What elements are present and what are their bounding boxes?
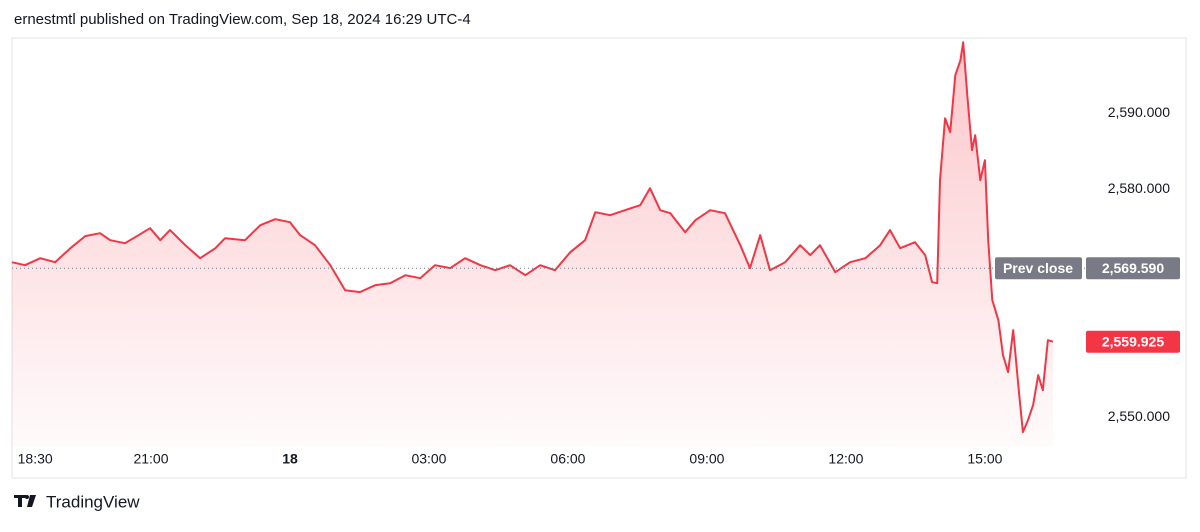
last-price-label: 2,559.925 — [1102, 333, 1164, 349]
brand: TradingView — [14, 492, 140, 511]
x-tick-label: 09:00 — [689, 451, 724, 467]
prev-close-label: 2,569.590 — [1102, 260, 1164, 276]
logo-dot — [25, 495, 29, 499]
x-tick-label: 12:00 — [828, 451, 863, 467]
x-tick-label: 15:00 — [967, 451, 1002, 467]
price-line — [11, 41, 1054, 434]
x-tick-label: 03:00 — [411, 451, 446, 467]
x-tick-label: 18:30 — [18, 451, 53, 467]
brand-name: TradingView — [46, 492, 140, 511]
frame — [11, 37, 1187, 479]
y-tick-label: 2,550.000 — [1108, 408, 1170, 424]
x-tick-label: 21:00 — [133, 451, 168, 467]
prev-close-name: Prev close — [1003, 260, 1073, 276]
prev-close-box — [1086, 257, 1180, 280]
area — [12, 42, 1054, 447]
logo — [14, 495, 36, 507]
last-price-box — [1086, 330, 1180, 353]
x-tick-label: 18 — [282, 451, 298, 467]
y-tick-label: 2,580.000 — [1108, 180, 1170, 196]
prev-close-name-box — [995, 257, 1082, 280]
x-tick-label: 06:00 — [550, 451, 585, 467]
header: ernestmtl published on TradingView.com, … — [14, 11, 471, 28]
y-tick-label: 2,590.000 — [1108, 104, 1170, 120]
